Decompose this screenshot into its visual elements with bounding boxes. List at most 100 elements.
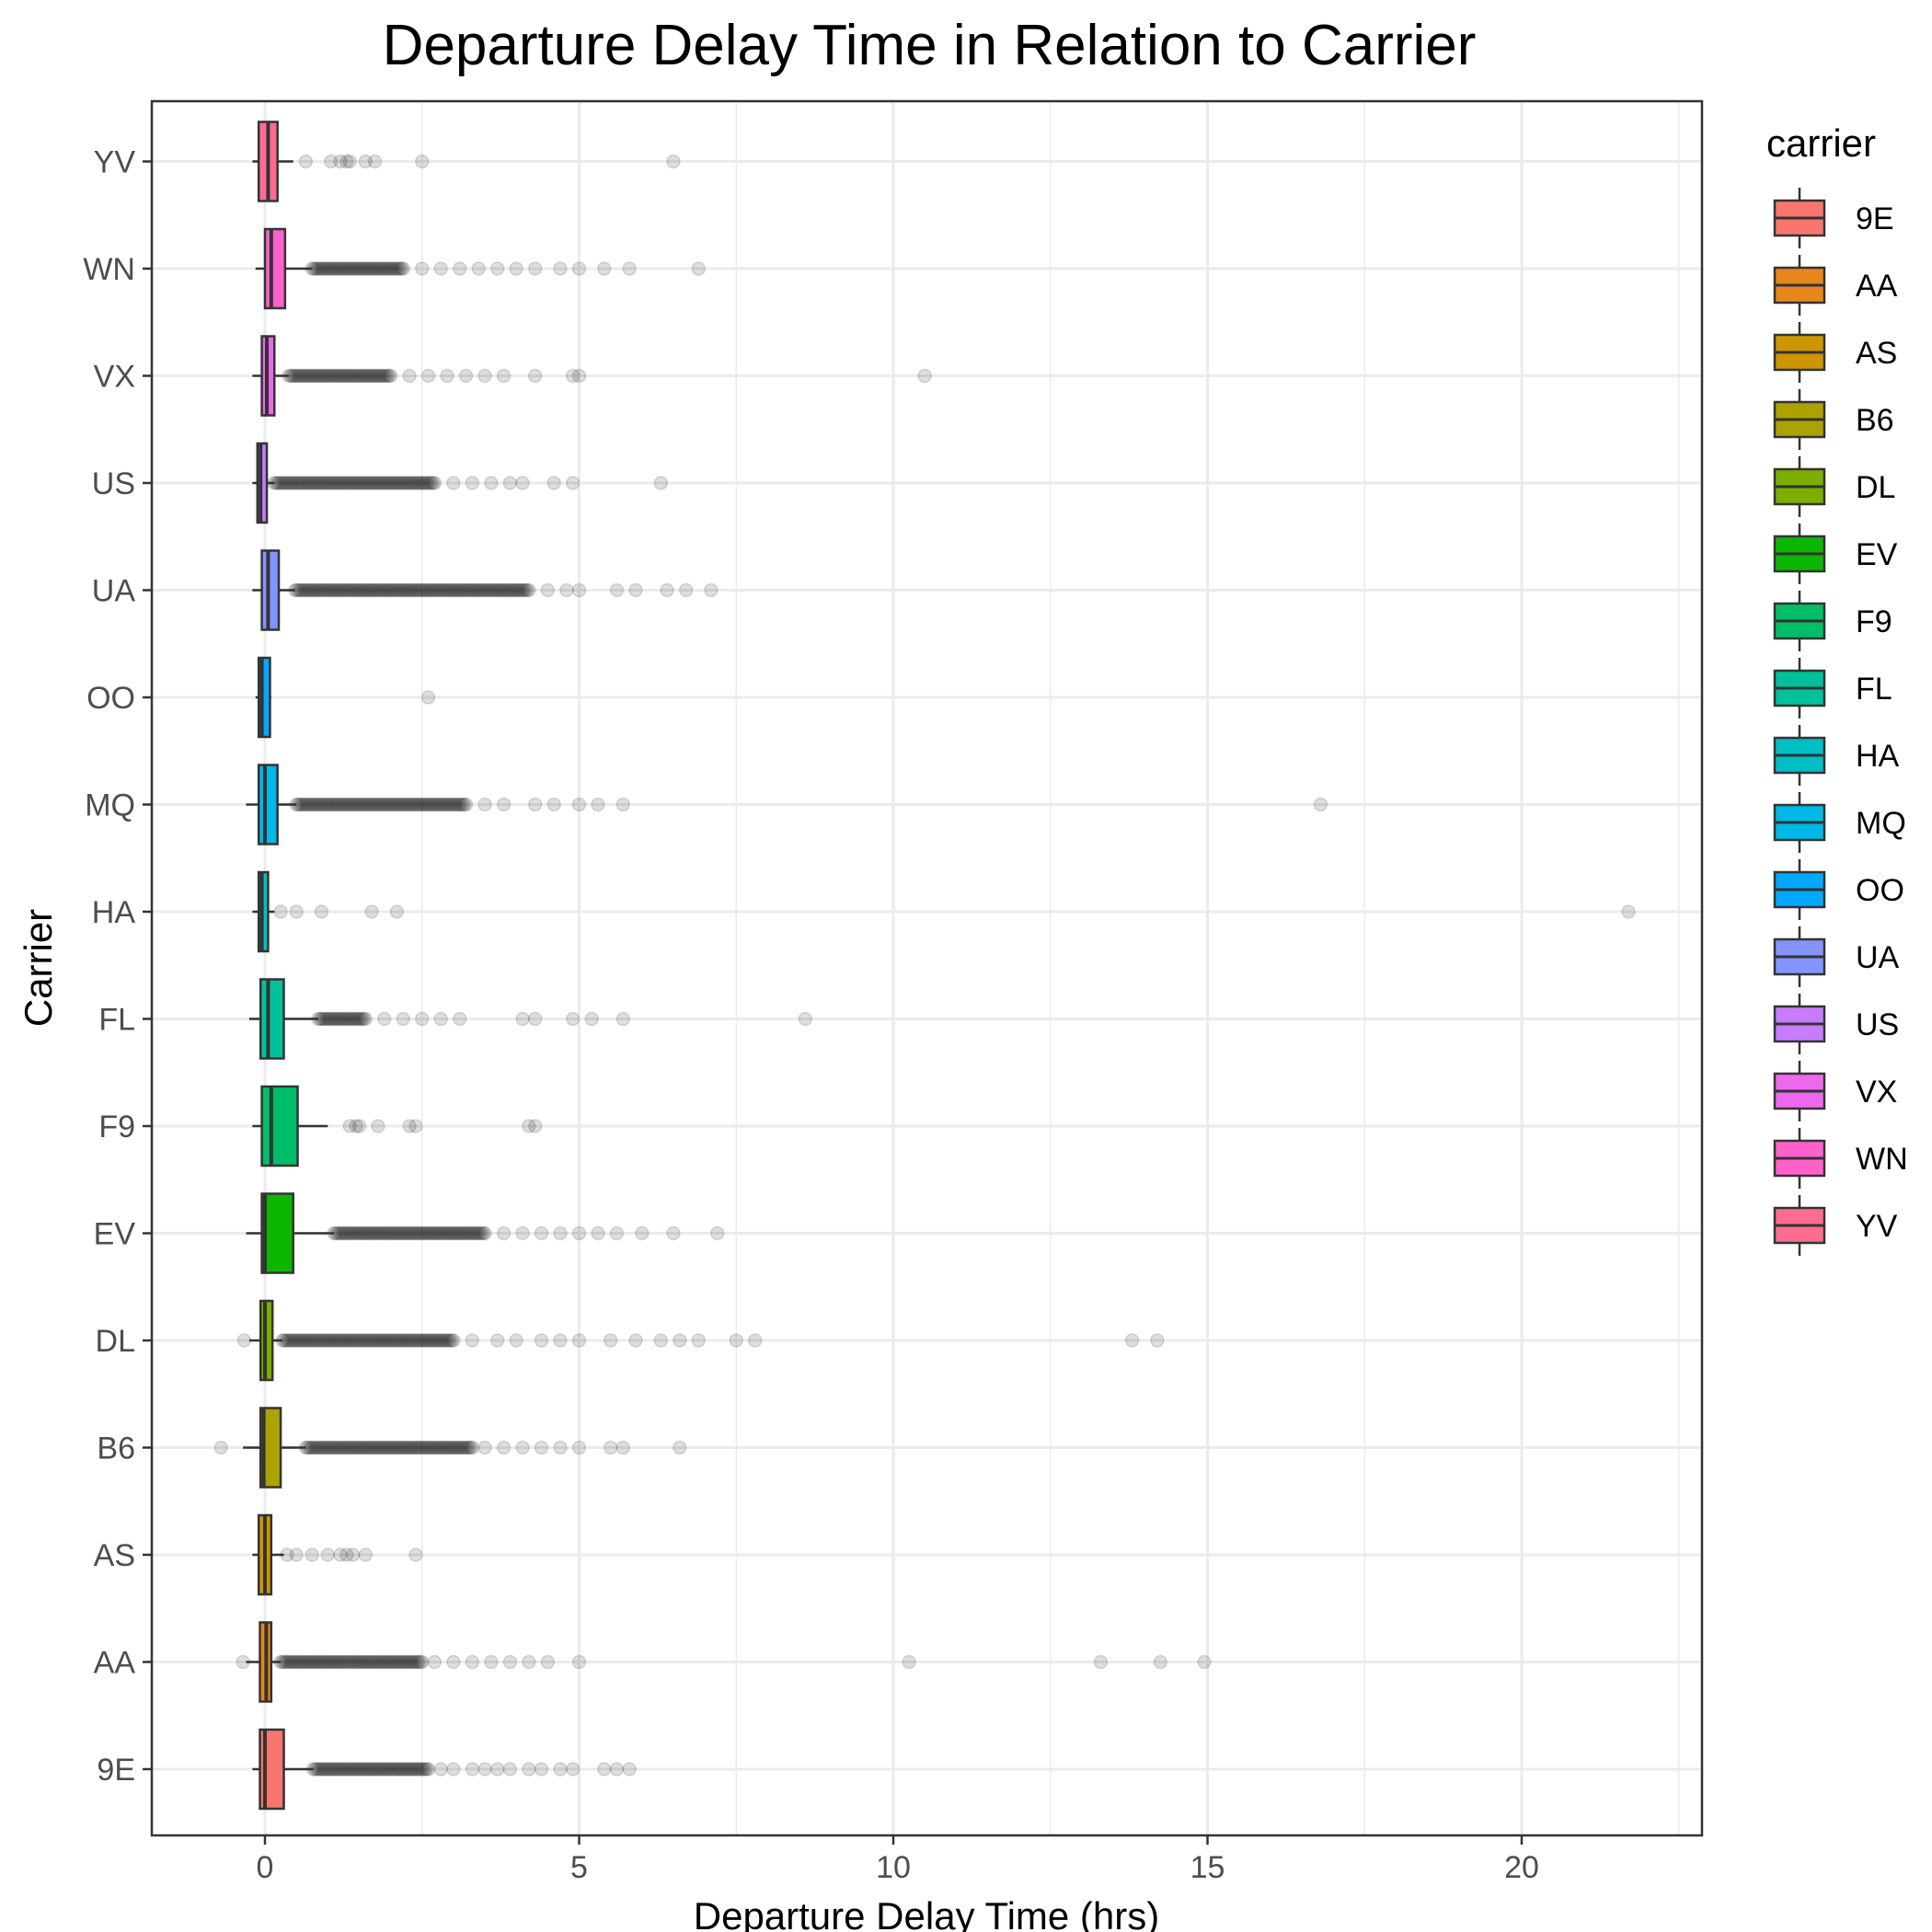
outlier-point	[446, 1440, 461, 1455]
outlier-point	[338, 1333, 352, 1348]
outlier-point	[292, 1654, 307, 1670]
outlier-point	[300, 1333, 316, 1348]
outlier-point	[379, 476, 395, 490]
outlier-point	[463, 1440, 477, 1455]
outlier-point	[431, 582, 447, 598]
outlier-point	[387, 797, 402, 812]
outlier-point	[1197, 1654, 1212, 1670]
outlier-point	[571, 1440, 587, 1455]
outlier-point	[540, 582, 556, 598]
outlier-point	[335, 1225, 350, 1241]
outlier-point	[444, 582, 459, 598]
outlier-point	[358, 1225, 374, 1241]
outlier-point	[377, 582, 393, 598]
outlier-point	[359, 476, 374, 490]
outlier-point	[412, 797, 428, 812]
outlier-point	[387, 582, 403, 598]
outlier-point	[343, 1225, 359, 1241]
outlier-point	[402, 368, 417, 384]
outlier-point	[352, 476, 367, 490]
outlier-point	[421, 582, 436, 598]
legend-item-F9: F9	[1773, 591, 1892, 651]
outlier-point	[489, 261, 505, 276]
outlier-point	[609, 1225, 625, 1241]
outlier-point	[328, 582, 342, 598]
legend-label: FL	[1856, 672, 1892, 707]
outlier-point	[571, 582, 587, 598]
outlier-point	[325, 476, 340, 490]
outlier-point	[396, 476, 411, 490]
outlier-point	[438, 582, 453, 598]
outlier-point	[331, 1333, 347, 1348]
outlier-point	[361, 476, 375, 490]
outlier-point	[337, 1762, 352, 1777]
outlier-point	[461, 582, 476, 598]
outlier-point	[381, 368, 397, 384]
outlier-point	[461, 1440, 476, 1455]
outlier-point	[321, 368, 336, 384]
outlier-point	[350, 1011, 365, 1027]
outlier-point	[313, 1440, 328, 1455]
outlier-point	[446, 476, 461, 490]
outlier-point	[346, 1333, 361, 1348]
outlier-point	[489, 1762, 505, 1777]
outlier-point	[333, 797, 348, 812]
outlier-point	[364, 1762, 379, 1777]
outlier-point	[571, 1333, 587, 1348]
outlier-point	[312, 797, 327, 812]
outlier-point	[427, 1225, 443, 1241]
outlier-point	[628, 1333, 643, 1348]
outlier-point	[316, 1762, 331, 1777]
y-axis-label: Carrier	[17, 909, 60, 1027]
outlier-point	[420, 1225, 436, 1241]
outlier-point	[446, 1333, 461, 1348]
outlier-point	[290, 1333, 305, 1348]
outlier-point	[358, 1011, 374, 1027]
box	[260, 1085, 299, 1167]
outlier-point	[513, 582, 528, 598]
outlier-point	[465, 1440, 480, 1455]
outlier-point	[348, 1225, 362, 1241]
outlier-point	[369, 1654, 384, 1670]
x-tick-label: 20	[1504, 1850, 1539, 1885]
outlier-point	[448, 1440, 464, 1455]
outlier-point	[371, 1119, 385, 1133]
outlier-point	[517, 582, 533, 598]
legend-item-AS: AS	[1773, 322, 1897, 383]
outlier-point	[358, 154, 374, 169]
outlier-point	[364, 904, 379, 919]
outlier-point	[287, 1333, 303, 1348]
outlier-point	[467, 582, 482, 598]
outlier-point	[342, 1440, 357, 1455]
outlier-point	[310, 368, 326, 384]
outlier-point	[362, 1762, 377, 1777]
chart-title: Departure Delay Time in Relation to Carr…	[383, 14, 1477, 77]
outlier-point	[710, 1225, 725, 1241]
outlier-point	[482, 582, 497, 598]
outlier-point	[456, 797, 472, 812]
outlier-point	[496, 582, 512, 598]
outlier-point	[565, 1011, 581, 1027]
outlier-point	[446, 1654, 461, 1670]
outlier-point	[392, 261, 407, 276]
boxplot-US	[252, 442, 669, 524]
outlier-point	[374, 1762, 390, 1777]
outlier-point	[415, 1011, 430, 1027]
outlier-point	[597, 1762, 612, 1777]
outlier-point	[339, 582, 355, 598]
outlier-point	[402, 1762, 417, 1777]
outlier-point	[615, 1011, 631, 1027]
outlier-point	[415, 1762, 430, 1777]
outlier-point	[339, 261, 355, 276]
outlier-point	[329, 1440, 345, 1455]
outlier-point	[361, 368, 375, 384]
outlier-point	[400, 797, 415, 812]
outlier-point	[429, 797, 444, 812]
outlier-point	[315, 368, 329, 384]
outlier-point	[359, 1440, 374, 1455]
outlier-point	[338, 582, 352, 598]
outlier-point	[502, 476, 518, 490]
outlier-point	[546, 476, 561, 490]
box	[260, 1192, 294, 1274]
outlier-point	[408, 1440, 424, 1455]
